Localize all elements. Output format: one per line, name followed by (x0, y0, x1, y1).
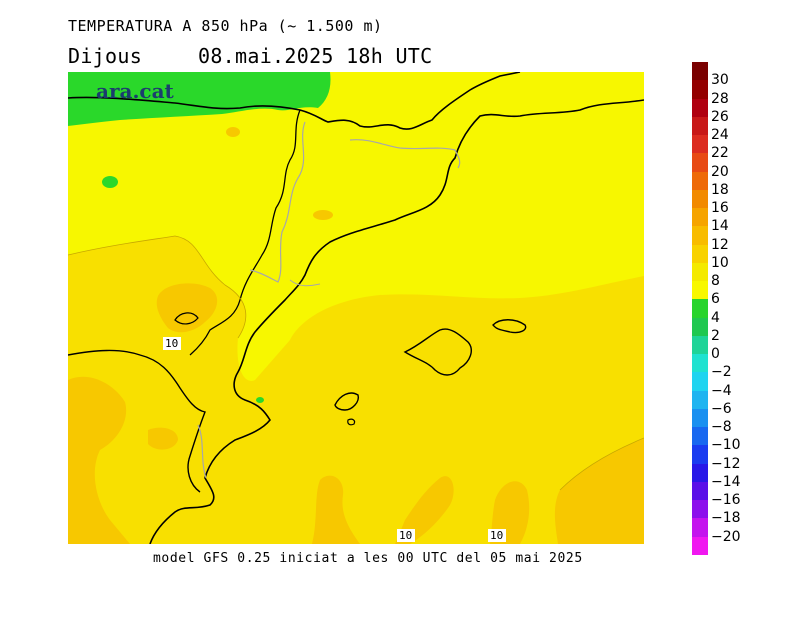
gray-border-4 (289, 279, 321, 287)
band-10-12-south3 (490, 481, 530, 544)
contour-labels: 10 10 10 (163, 337, 506, 542)
contour-label-bg (488, 529, 506, 542)
france-spain-border (68, 72, 521, 130)
band-4-6-spot (102, 176, 118, 188)
island-formentera (347, 418, 356, 426)
gray-border-1 (249, 121, 306, 283)
band-10-12-west (156, 283, 218, 333)
band-10-12-southwest (68, 376, 130, 544)
contour-label-bg (397, 529, 415, 542)
inland-border-west (189, 109, 301, 356)
model-info: model GFS 0.25 iniciat a les 00 UTC del … (153, 551, 583, 566)
contour-label: 10 (399, 529, 412, 542)
gray-border-3 (197, 424, 207, 479)
map-subtitle: Dijous 08.mai.2025 18h UTC (68, 44, 432, 70)
mediterranean-coast (149, 99, 644, 544)
contour-10-west (68, 235, 247, 339)
temperature-field (68, 72, 644, 544)
band-10-12-pyrenees (226, 127, 240, 137)
brand-logo: ara.cat (96, 79, 175, 103)
band-10-12-inland (313, 210, 333, 220)
forecast-datetime: 08.mai.2025 18h UTC (198, 44, 433, 68)
band-10-12-small (148, 427, 178, 450)
contour-label-bg (163, 337, 181, 350)
band-10-12-southeast (554, 438, 644, 544)
gray-border-2 (349, 139, 461, 169)
band-4-6-north (68, 72, 331, 126)
band-10-12-south (312, 475, 360, 544)
island-mallorca (403, 328, 472, 376)
portugal-coast (68, 349, 206, 493)
geography-lines (68, 72, 644, 544)
island-menorca (492, 319, 527, 334)
contour-label: 10 (490, 529, 503, 542)
small-lake (174, 312, 199, 325)
band-4-6-coast (256, 397, 264, 403)
map-title: TEMPERATURA A 850 hPa (~ 1.500 m) (68, 17, 383, 35)
contour-10-south (559, 437, 644, 491)
band-10-12-south2 (395, 476, 454, 544)
island-ibiza (334, 392, 359, 411)
contour-label: 10 (165, 337, 178, 350)
forecast-day: Dijous (68, 44, 143, 68)
